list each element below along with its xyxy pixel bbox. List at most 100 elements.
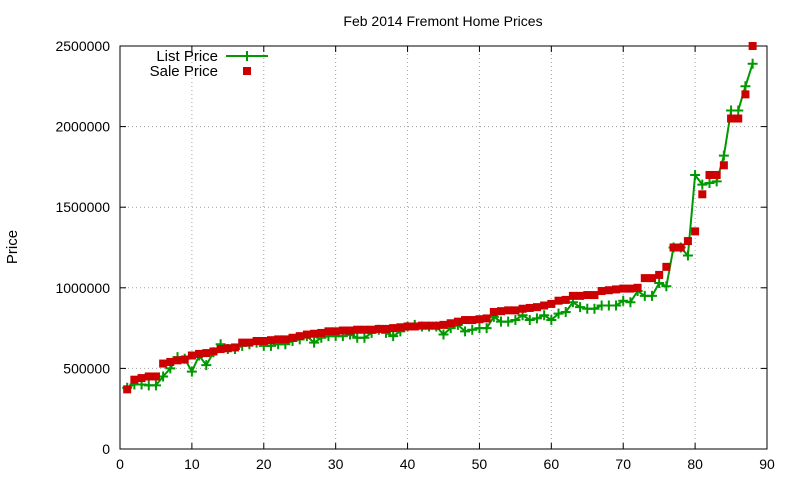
sale-price-point — [669, 243, 678, 252]
list-price-point — [388, 331, 399, 342]
sale-price-point — [317, 328, 326, 337]
list-price-point — [740, 81, 751, 92]
sale-price-point — [209, 347, 218, 356]
sale-price-point — [468, 316, 477, 325]
sale-price-point — [223, 344, 232, 353]
list-price-point — [309, 337, 320, 348]
sale-price-point — [719, 161, 728, 170]
list-price-point — [618, 295, 629, 306]
sale-price-point — [123, 385, 132, 394]
list-price-point — [531, 313, 542, 324]
sale-price-point — [151, 372, 160, 381]
sale-price-point — [173, 356, 182, 365]
sale-price-point — [310, 329, 319, 338]
sale-price-point — [547, 299, 556, 308]
sale-price-point — [367, 325, 376, 334]
sale-price-point — [302, 330, 311, 339]
sale-price-point — [676, 243, 685, 252]
axis-ticks — [119, 45, 768, 450]
sale-price-point — [727, 114, 736, 123]
sale-price-point — [640, 274, 649, 283]
sale-price-point — [662, 262, 671, 271]
x-tick-label: 90 — [759, 456, 775, 472]
sale-price-point — [410, 322, 419, 331]
x-tick-label: 80 — [687, 456, 703, 472]
data-series — [122, 42, 758, 394]
sale-price-point — [705, 170, 714, 179]
series-list-price — [122, 58, 758, 393]
sale-price-point — [425, 321, 434, 330]
sale-price-point — [432, 321, 441, 330]
sale-price-point — [734, 114, 743, 123]
list-price-point — [438, 329, 449, 340]
sale-price-point — [691, 227, 700, 236]
sale-price-point — [346, 326, 355, 335]
sale-price-point — [683, 237, 692, 246]
sale-price-point — [353, 325, 362, 334]
plot-frame — [119, 45, 768, 450]
sale-price-point — [403, 322, 412, 331]
list-price-line — [126, 63, 754, 389]
list-price-point — [589, 303, 600, 314]
list-price-point — [150, 380, 161, 391]
x-tick-label: 20 — [256, 456, 272, 472]
sale-price-point — [554, 296, 563, 305]
sale-price-point — [187, 351, 196, 360]
list-price-point — [704, 178, 715, 189]
sale-price-point — [612, 285, 621, 294]
sale-price-point — [295, 332, 304, 341]
y-tick-label: 500000 — [63, 360, 110, 376]
sale-price-point — [331, 327, 340, 336]
sale-price-point — [482, 314, 491, 323]
sale-price-point — [712, 170, 721, 179]
sale-price-point — [281, 335, 290, 344]
x-tick-label: 50 — [472, 456, 488, 472]
sale-price-point — [266, 336, 275, 345]
sale-price-point — [647, 274, 656, 283]
x-tick-label: 10 — [184, 456, 200, 472]
list-price-point — [697, 179, 708, 190]
x-tick-label: 30 — [328, 456, 344, 472]
list-price-point — [201, 360, 212, 371]
list-price-point — [560, 306, 571, 317]
sale-price-point — [604, 286, 613, 295]
sale-price-point — [626, 284, 635, 293]
list-price-point — [733, 105, 744, 116]
y-tick-label: 1500000 — [55, 199, 110, 215]
list-price-point — [503, 316, 514, 327]
list-price-point — [539, 310, 550, 321]
list-price-point — [553, 308, 564, 319]
legend: List Price Sale Price — [150, 48, 268, 80]
sale-price-point — [461, 316, 470, 325]
sale-price-point — [741, 90, 750, 99]
sale-price-point — [525, 303, 534, 312]
sale-price-point — [130, 375, 139, 384]
sale-price-point — [144, 372, 153, 381]
tick-labels: 0 10 20 30 40 50 60 70 80 90 0 500000 1000000 1500000… — [55, 38, 775, 472]
list-price-point — [747, 58, 758, 69]
list-price-point — [611, 300, 622, 311]
sale-price-point — [748, 42, 757, 50]
sale-price-point — [231, 343, 240, 352]
y-tick-label: 1000000 — [55, 280, 110, 296]
list-price-point — [186, 366, 197, 377]
list-price-point — [718, 150, 729, 161]
y-tick-label: 2000000 — [55, 119, 110, 135]
sale-price-point — [216, 345, 225, 354]
sale-price-point — [360, 325, 369, 334]
sale-price-point — [288, 333, 297, 342]
sale-price-point — [590, 291, 599, 300]
list-price-point — [359, 332, 370, 343]
sale-price-point — [439, 320, 448, 329]
sale-price-point — [489, 307, 498, 316]
legend-marker-sale-price — [243, 67, 251, 75]
sale-price-point — [518, 304, 527, 313]
list-price-point — [575, 302, 586, 313]
sale-price-point — [137, 374, 146, 383]
sale-price-point — [583, 291, 592, 300]
sale-price-point — [195, 349, 204, 358]
sale-price-point — [540, 301, 549, 310]
list-price-point — [524, 315, 535, 326]
